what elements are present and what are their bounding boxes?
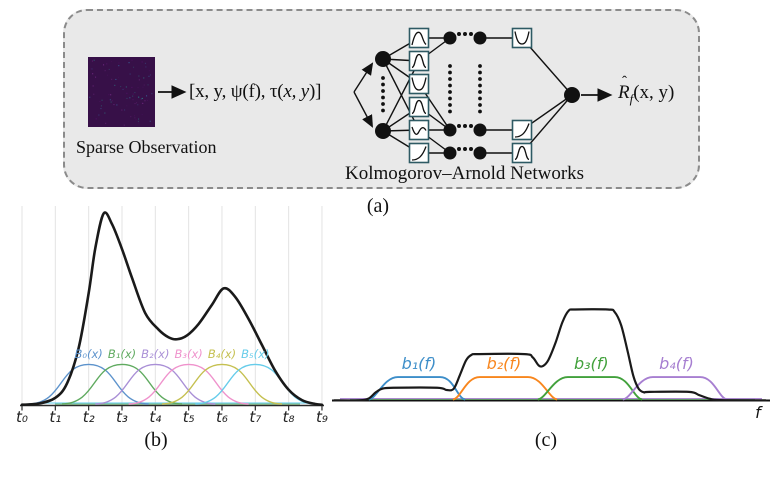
- input-vector-text: [x, y, ψ(f), τ(x, y)]: [189, 81, 321, 103]
- vertical-ellipsis-dots: [382, 103, 384, 105]
- network-node-dot: [375, 123, 391, 139]
- spline-activation-icon: [410, 75, 429, 94]
- spline-activation-icon: [513, 144, 532, 163]
- caption-c: (c): [535, 429, 557, 452]
- network-node-dot: [444, 32, 457, 45]
- caption-b: (b): [144, 429, 167, 452]
- basis-label-b3: B₃(x): [175, 347, 203, 361]
- basis-label-b0: B₀(x): [75, 347, 103, 361]
- vertical-ellipsis-dots: [382, 77, 384, 79]
- basis-label-b4: B₄(x): [208, 347, 236, 361]
- spline-activation-icon: [410, 144, 429, 163]
- horizontal-ellipsis-dot: [464, 125, 467, 128]
- frequency-sum-curve: [334, 309, 765, 400]
- vertical-ellipsis-dots: [449, 104, 451, 106]
- vertical-ellipsis-dots: [479, 104, 481, 106]
- vertical-ellipsis-dots: [479, 91, 481, 93]
- basis-trapezoid-b3: [538, 377, 642, 399]
- tick-label-t1: t₁: [49, 408, 61, 426]
- vertical-ellipsis-dots: [479, 97, 481, 99]
- basis-label-c1: b₁(f): [402, 354, 437, 373]
- tick-label-t7: t₇: [249, 408, 261, 426]
- network-node-dot: [474, 124, 487, 137]
- horizontal-ellipsis-dot: [458, 33, 461, 36]
- vertical-ellipsis-dots: [449, 71, 451, 73]
- vertical-ellipsis-dots: [449, 78, 451, 80]
- panel-b-chart: [20, 206, 324, 411]
- vertical-ellipsis-dots: [449, 97, 451, 99]
- network-node-dot: [474, 147, 487, 160]
- spline-activation-icon: [513, 29, 532, 48]
- horizontal-ellipsis-dot: [470, 125, 473, 128]
- tick-label-t0: t₀: [16, 408, 28, 426]
- vertical-ellipsis-dots: [449, 84, 451, 86]
- network-node-dot: [375, 51, 391, 67]
- vertical-ellipsis-dots: [382, 83, 384, 85]
- vertical-ellipsis-dots: [382, 109, 384, 111]
- caption-a: (a): [367, 195, 389, 218]
- vertical-ellipsis-dots: [382, 90, 384, 92]
- kan-network-label: Kolmogorov–Arnold Networks: [345, 163, 584, 185]
- basis-label-c2: b₂(f): [487, 354, 522, 373]
- vertical-ellipsis-dots: [449, 91, 451, 93]
- vertical-ellipsis-dots: [449, 110, 451, 112]
- spline-activation-icon: [410, 29, 429, 48]
- figure-stage: Sparse Observation [x, y, ψ(f), τ(x, y)]…: [0, 0, 776, 482]
- x-axis-label-f: f: [755, 403, 761, 422]
- input-vector-suffix: )]: [309, 81, 321, 102]
- tick-label-t6: t₆: [216, 408, 228, 426]
- spline-activation-icon: [410, 121, 429, 140]
- vertical-ellipsis-dots: [479, 71, 481, 73]
- horizontal-ellipsis-dot: [458, 148, 461, 151]
- panel-c-chart: [332, 309, 770, 400]
- basis-label-c3: b₃(f): [574, 354, 609, 373]
- basis-label-b1: B₁(x): [108, 347, 136, 361]
- basis-label-b5: B₅(x): [241, 347, 269, 361]
- horizontal-ellipsis-dot: [458, 125, 461, 128]
- network-node-dot: [474, 32, 487, 45]
- network-node-dot: [444, 147, 457, 160]
- spline-activation-icon: [410, 98, 429, 117]
- vertical-ellipsis-dots: [382, 96, 384, 98]
- horizontal-ellipsis-dot: [470, 148, 473, 151]
- tick-label-t2: t₂: [83, 408, 95, 426]
- spline-activation-icon: [513, 121, 532, 140]
- r-hat: ˆR: [618, 82, 630, 104]
- tick-label-t8: t₈: [283, 408, 295, 426]
- vertical-ellipsis-dots: [449, 65, 451, 67]
- vertical-ellipsis-dots: [479, 65, 481, 67]
- horizontal-ellipsis-dot: [470, 33, 473, 36]
- vertical-ellipsis-dots: [479, 78, 481, 80]
- hat-accent: ˆ: [622, 74, 627, 91]
- basis-trapezoid-b2: [453, 377, 557, 399]
- spline-activation-icon: [410, 52, 429, 71]
- input-vector-prefix: [x, y, ψ(f), τ(: [189, 81, 283, 102]
- vertical-ellipsis-dots: [479, 84, 481, 86]
- basis-label-b2: B₂(x): [141, 347, 169, 361]
- output-args: (x, y): [633, 82, 674, 103]
- horizontal-ellipsis-dot: [464, 148, 467, 151]
- horizontal-ellipsis-dot: [464, 33, 467, 36]
- vertical-ellipsis-dots: [479, 110, 481, 112]
- output-formula: ˆRf(x, y): [618, 82, 674, 107]
- tick-label-t5: t₅: [183, 408, 195, 426]
- tick-label-t9: t₉: [316, 408, 328, 426]
- sparse-observation-image: [88, 57, 155, 127]
- network-node-dot: [444, 124, 457, 137]
- tick-label-t3: t₃: [116, 408, 128, 426]
- sparse-observation-label: Sparse Observation: [76, 137, 216, 158]
- basis-label-c4: b₄(f): [659, 354, 694, 373]
- network-node-dot: [564, 87, 580, 103]
- tick-label-t4: t₄: [149, 408, 161, 426]
- input-vector-italic: x, y: [283, 81, 309, 102]
